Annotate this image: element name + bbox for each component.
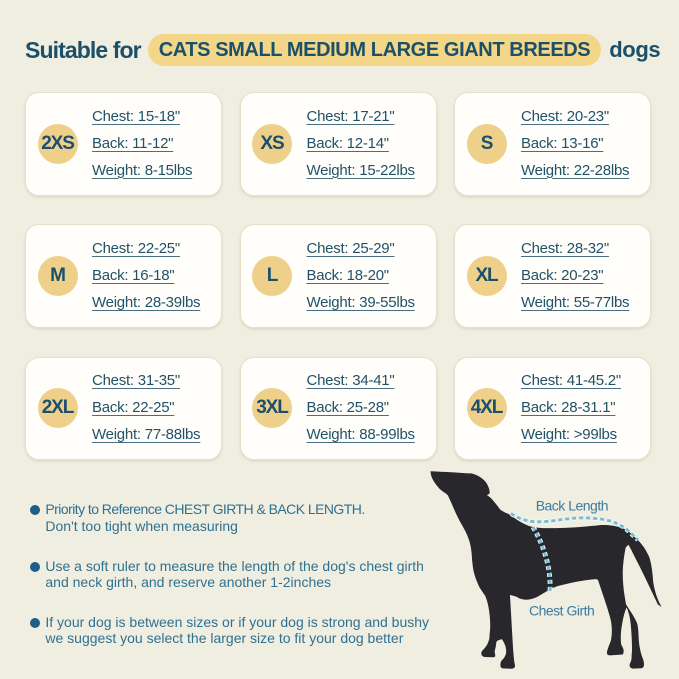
svg-text:Chest Girth: Chest Girth [529,603,594,619]
svg-text:Back Length: Back Length [536,498,608,514]
